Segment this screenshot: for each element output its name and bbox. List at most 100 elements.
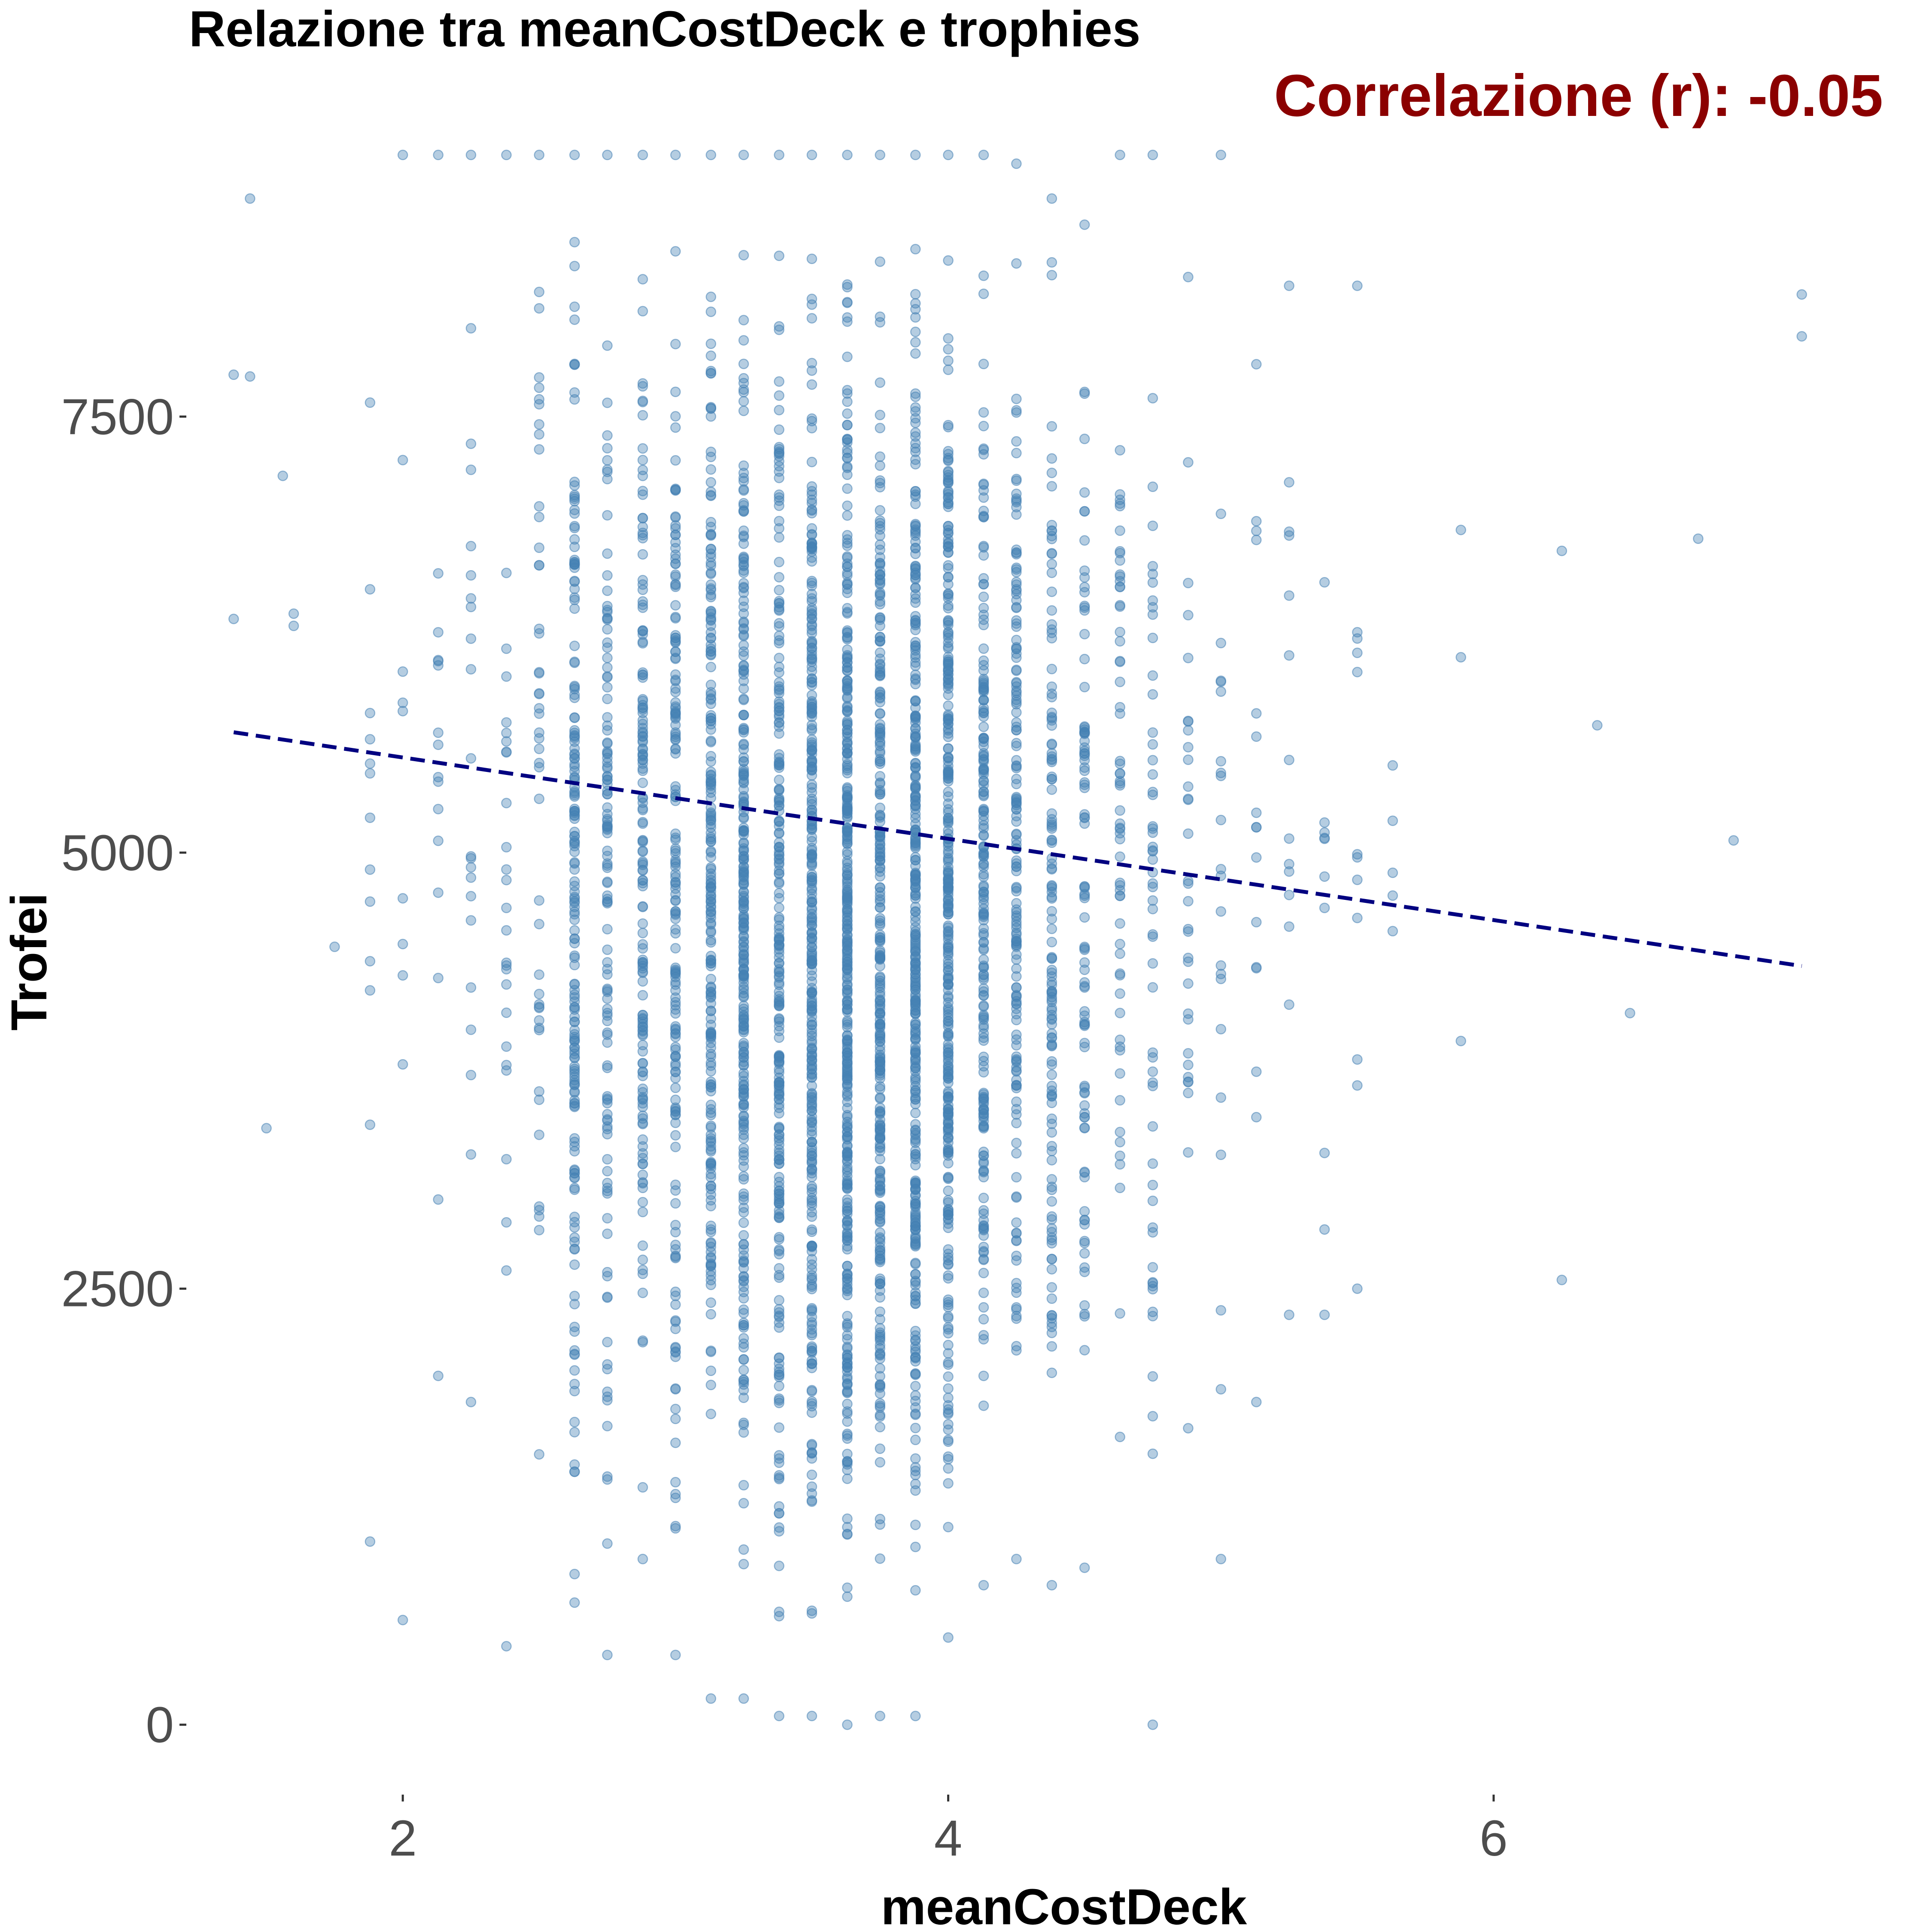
data-point xyxy=(842,1378,853,1389)
data-point xyxy=(738,1174,749,1185)
data-point xyxy=(1011,1138,1022,1148)
data-point xyxy=(842,685,853,696)
data-point xyxy=(910,149,921,161)
data-point xyxy=(1183,1014,1194,1025)
data-point xyxy=(978,289,989,299)
data-point xyxy=(705,766,717,777)
data-point xyxy=(774,532,784,543)
data-point xyxy=(637,754,648,766)
data-point xyxy=(978,358,989,370)
data-point xyxy=(1046,1293,1057,1304)
data-point xyxy=(774,1295,784,1306)
data-point xyxy=(1046,1141,1057,1151)
data-point xyxy=(1079,1042,1090,1052)
data-point xyxy=(602,1649,613,1660)
data-point xyxy=(738,766,749,777)
data-point xyxy=(569,504,580,515)
data-point xyxy=(569,813,580,824)
data-point xyxy=(705,809,717,820)
data-point xyxy=(602,1003,613,1015)
data-point xyxy=(1284,833,1294,844)
data-point xyxy=(602,1337,613,1348)
data-point xyxy=(910,582,921,593)
data-point xyxy=(774,793,784,804)
data-point xyxy=(842,1416,853,1427)
data-point xyxy=(978,894,989,905)
data-point xyxy=(842,1164,853,1176)
data-point xyxy=(910,1092,921,1103)
data-point xyxy=(705,1224,717,1235)
data-point xyxy=(670,411,681,422)
data-point xyxy=(738,665,749,676)
data-point xyxy=(602,642,613,653)
data-point xyxy=(1147,1066,1158,1077)
data-point xyxy=(569,656,580,667)
data-point xyxy=(1046,257,1057,268)
data-point xyxy=(978,449,989,460)
data-point xyxy=(705,1028,717,1039)
data-point xyxy=(433,655,444,665)
data-point xyxy=(569,1597,580,1608)
data-point xyxy=(705,958,717,969)
data-point xyxy=(978,1302,989,1313)
data-point xyxy=(738,1071,749,1081)
data-point xyxy=(637,901,648,912)
data-point xyxy=(1796,331,1807,342)
data-point xyxy=(875,1363,886,1374)
data-point xyxy=(1215,906,1227,917)
data-point xyxy=(875,1513,886,1525)
data-point xyxy=(910,1369,921,1379)
data-point xyxy=(875,1411,886,1422)
data-point xyxy=(842,805,853,816)
data-point xyxy=(978,721,989,732)
data-point xyxy=(1147,982,1158,993)
data-point xyxy=(705,935,717,946)
data-point xyxy=(738,977,749,988)
data-point xyxy=(875,1165,886,1176)
data-point xyxy=(1115,948,1125,959)
data-point xyxy=(738,853,749,864)
data-point xyxy=(534,919,545,930)
data-point xyxy=(705,770,717,781)
data-point xyxy=(1147,1719,1158,1730)
data-point xyxy=(1147,393,1158,404)
data-point xyxy=(875,1186,886,1197)
data-point xyxy=(1046,548,1057,559)
data-point xyxy=(1046,1127,1057,1138)
data-point xyxy=(637,486,648,496)
data-point xyxy=(705,1100,717,1110)
data-point xyxy=(738,823,749,833)
data-point xyxy=(806,481,817,492)
data-point xyxy=(1011,1015,1022,1026)
data-point xyxy=(1592,720,1603,731)
data-point xyxy=(501,1065,512,1076)
data-point xyxy=(738,826,749,837)
data-point xyxy=(875,1154,886,1164)
data-point xyxy=(602,1364,613,1375)
data-point xyxy=(637,700,648,711)
data-point xyxy=(670,422,681,433)
data-point xyxy=(806,596,817,607)
data-point xyxy=(288,608,299,619)
data-point xyxy=(670,985,681,996)
data-point xyxy=(738,1419,749,1431)
data-point xyxy=(738,744,749,755)
data-point xyxy=(842,768,853,778)
data-point xyxy=(875,460,886,471)
y-tick-label: 5000 xyxy=(61,825,174,881)
data-point xyxy=(637,723,648,734)
data-point xyxy=(1011,643,1022,654)
data-point xyxy=(705,1195,717,1206)
data-point xyxy=(637,719,648,729)
data-point xyxy=(806,1343,817,1354)
data-point xyxy=(1011,881,1022,893)
data-point xyxy=(842,826,853,837)
data-point xyxy=(705,579,717,590)
data-point xyxy=(842,980,853,991)
data-point xyxy=(1352,280,1363,291)
data-point xyxy=(1046,887,1057,898)
data-point xyxy=(774,717,784,728)
data-point xyxy=(842,1241,853,1252)
data-point xyxy=(705,1060,717,1071)
data-point xyxy=(1011,1192,1022,1203)
